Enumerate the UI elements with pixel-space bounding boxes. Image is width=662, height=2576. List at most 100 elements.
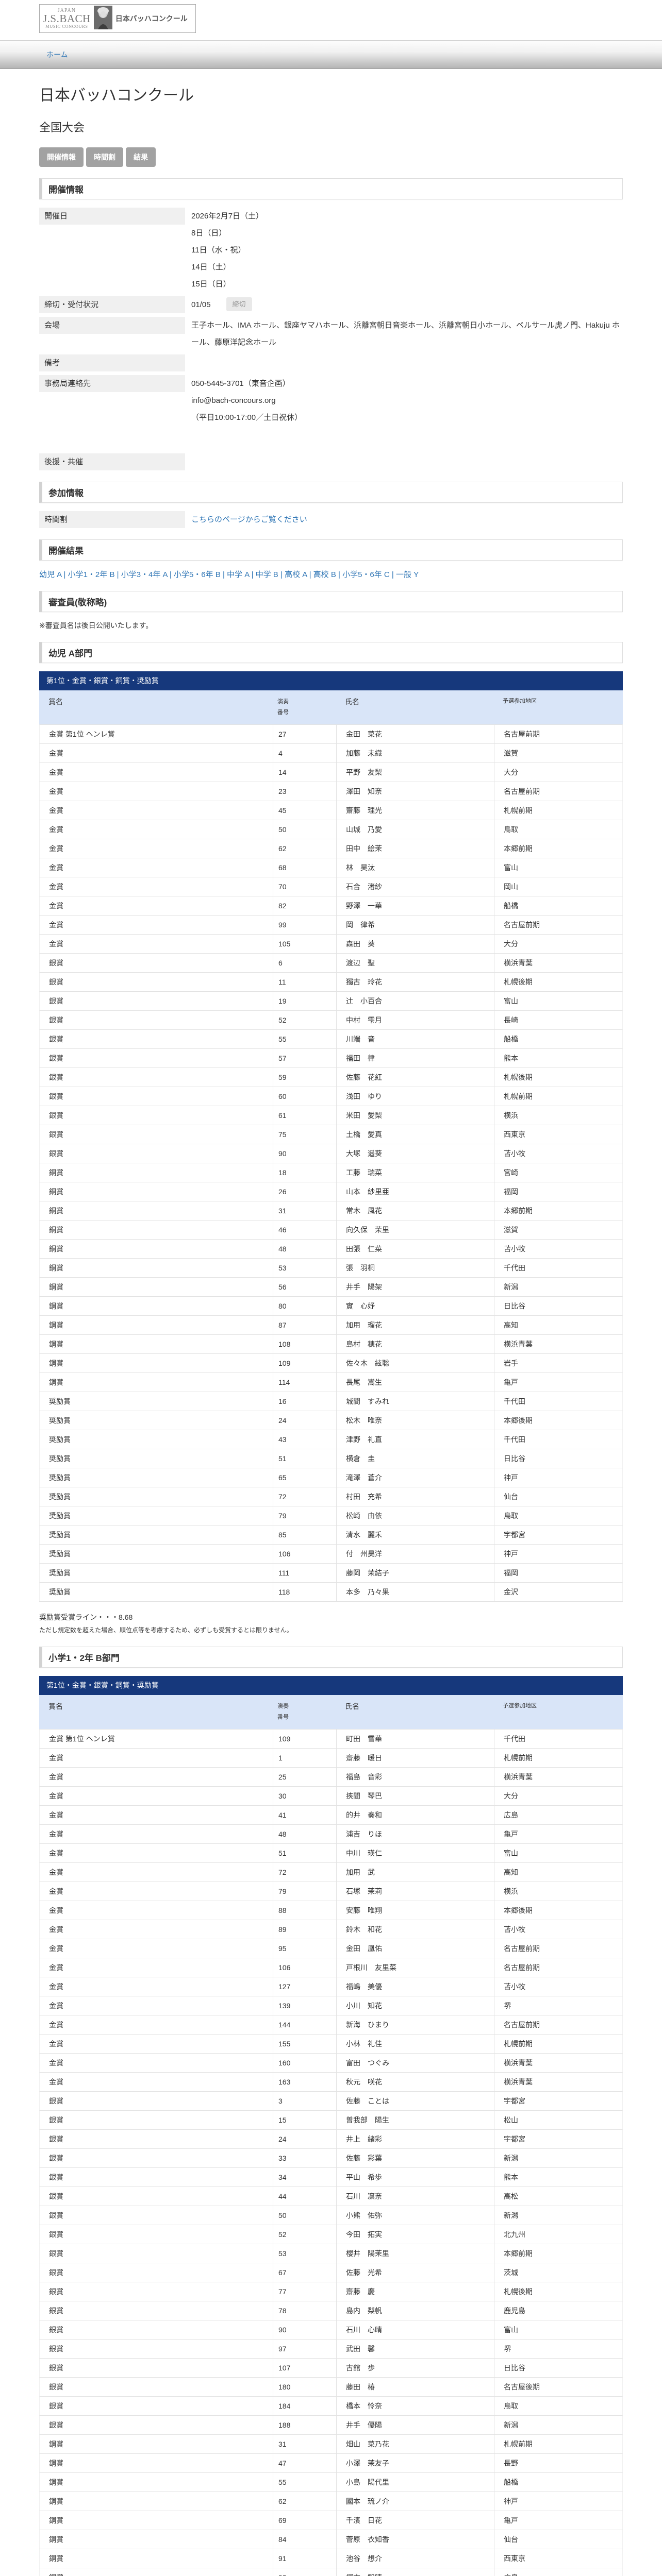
award-cell: 銀賞 (49, 1092, 63, 1100)
result-row: 金賞 25 福島 音彩 横浜青葉 (39, 1767, 623, 1786)
result-row: 銅賞 31 畑山 菜乃花 札幌前期 (39, 2434, 623, 2453)
award-cell: 銅賞 (49, 1263, 63, 1272)
district-cell: 富山 (494, 991, 622, 1010)
result-row: 奨励賞 43 津野 礼直 千代田 (39, 1429, 623, 1449)
info-row-label: 会場 (39, 317, 185, 334)
result-row: 奨励賞 79 松崎 由依 鳥取 (39, 1505, 623, 1525)
number-cell: 3 (273, 2091, 336, 2110)
toolbar-button[interactable]: 時間割 (86, 147, 123, 167)
results-links: 幼児 A | 小学1・2年 B | 小学3・4年 A | 小学5・6年 B | … (39, 570, 419, 579)
col-number-header-text: 演奏番号 (277, 1703, 289, 1720)
award-cell: 銅賞 (49, 1359, 63, 1367)
number-cell: 4 (273, 743, 336, 762)
award-cell: 銅賞 (49, 1340, 63, 1348)
result-row: 銅賞 55 小島 陽代里 船橋 (39, 2472, 623, 2492)
col-award-header: 賞名 (48, 698, 63, 706)
toolbar-button[interactable]: 結果 (126, 147, 156, 167)
result-row: 金賞 48 浦吉 りほ 亀戸 (39, 1824, 623, 1843)
result-category-link[interactable]: 中学 A (227, 570, 250, 579)
award-cell: 金賞 (49, 768, 63, 776)
number-cell: 41 (273, 1805, 336, 1824)
col-number-header: 演奏番号 (272, 690, 336, 724)
number-cell: 14 (273, 762, 336, 782)
info-row-label: 備考 (39, 354, 185, 371)
number-cell: 107 (273, 2358, 336, 2377)
district-cell: 苫小牧 (494, 1920, 622, 1939)
number-cell: 43 (273, 1430, 336, 1449)
number-cell: 85 (273, 1525, 336, 1544)
name-cell: 新海 ひまり (336, 2015, 494, 2034)
number-cell: 155 (273, 2034, 336, 2053)
district-cell: 鹿児島 (494, 2301, 622, 2320)
result-category-link[interactable]: 小学3・4年 A (121, 570, 168, 579)
award-cell: 金賞 (49, 863, 63, 872)
result-category-link[interactable]: 一般 Y (396, 570, 419, 579)
district-cell: 岩手 (494, 1353, 622, 1372)
district-cell: 亀戸 (494, 1824, 622, 1843)
result-row: 金賞 30 挾間 琴巴 大分 (39, 1786, 623, 1805)
section-heading-participation: 参加情報 (39, 482, 623, 503)
result-category-link[interactable]: 小学5・6年 B (173, 570, 221, 579)
district-cell: 船橋 (494, 896, 622, 915)
district-cell: 松山 (494, 2110, 622, 2129)
result-row: 金賞 第1位 ヘンレ賞 109 町田 雪華 千代田 (39, 1728, 623, 1748)
district-cell: 西東京 (494, 2549, 622, 2568)
number-cell: 67 (273, 2263, 336, 2282)
result-category-link[interactable]: 高校 B (313, 570, 336, 579)
number-cell: 62 (273, 839, 336, 858)
district-cell: 新潟 (494, 2148, 622, 2167)
district-cell: 広島 (494, 2568, 622, 2576)
timetable-link[interactable]: こちらのページからご覧ください (191, 515, 307, 524)
award-cell: 金賞 (49, 1772, 63, 1781)
number-cell: 105 (273, 934, 336, 953)
name-cell: 平山 希歩 (336, 2167, 494, 2187)
timetable-label: 時間割 (39, 511, 185, 528)
number-cell: 53 (273, 1258, 336, 1277)
result-category-link[interactable]: 小学1・2年 B (68, 570, 115, 579)
district-cell: 広島 (494, 1805, 622, 1824)
number-cell: 19 (273, 991, 336, 1010)
result-category-link[interactable]: 中学 B (255, 570, 278, 579)
result-row: 銀賞 107 古舘 歩日比谷 (39, 2358, 623, 2377)
result-row: 金賞 4 加藤 未織 滋賀 (39, 743, 623, 762)
name-cell: 中村 雫月 (336, 1010, 494, 1029)
district-cell: 本郷前期 (494, 839, 622, 858)
number-cell: 55 (273, 1029, 336, 1048)
district-cell: 横浜青葉 (494, 1767, 622, 1786)
district-cell: 札幌前期 (494, 1748, 622, 1767)
number-cell: 97 (273, 2339, 336, 2358)
name-cell: 安藤 唯翔 (336, 1901, 494, 1920)
result-row: 金賞 163 秋元 咲花 横浜青葉 (39, 2072, 623, 2091)
district-cell: 長崎 (494, 1010, 622, 1029)
name-cell: 福嶋 美優 (336, 1977, 494, 1996)
award-cell: 奨励賞 (49, 1473, 71, 1482)
number-cell: 11 (273, 972, 336, 991)
info-row-value: 王子ホール、IMA ホール、銀座ヤマハホール、浜離宮朝日音楽ホール、浜離宮朝日小… (185, 317, 623, 351)
section-heading-event-info: 開催情報 (39, 178, 623, 199)
number-cell: 78 (273, 2301, 336, 2320)
award-cell: 銀賞 (49, 2401, 63, 2410)
result-row: 銅賞 53 張 羽桐 千代田 (39, 1258, 623, 1277)
result-row: 銀賞 55 川端 音船橋 (39, 1029, 623, 1048)
toolbar-button[interactable]: 開催情報 (39, 147, 84, 167)
result-category-link[interactable]: 高校 A (285, 570, 307, 579)
result-row: 銀賞 34 平山 希歩 熊本 (39, 2167, 623, 2187)
award-cell: 金賞 (49, 1906, 63, 1914)
result-category-link[interactable]: 幼児 A (39, 570, 62, 579)
nav-home-link[interactable]: ホーム (46, 50, 68, 59)
result-row: 銀賞 75 土橋 愛真 西東京 (39, 1124, 623, 1144)
result-row: 奨励賞 72 村田 充希 仙台 (39, 1486, 623, 1506)
number-cell: 30 (273, 1786, 336, 1805)
result-category-link[interactable]: 小学5・6年 C (342, 570, 390, 579)
rank-header-bar: 第1位・金賞・銀賞・銅賞・奨励賞 (39, 1675, 623, 1695)
name-cell: 平野 友梨 (336, 762, 494, 782)
award-cell: 銀賞 (49, 1111, 63, 1120)
number-cell: 99 (273, 915, 336, 934)
table-header-row: 賞名 演奏番号 氏名 予選参加地区 (39, 1694, 623, 1729)
toolbar: 開催情報 時間割 結果 (39, 147, 662, 167)
result-row: 銀賞 44 石川 凜奈 高松 (39, 2186, 623, 2206)
result-row: 金賞 14 平野 友梨 大分 (39, 762, 623, 782)
results-table: 第1位・金賞・銀賞・銅賞・奨励賞 賞名 演奏番号 氏名 予選参加地区 金賞 第1位 ヘンレ… (39, 1675, 623, 2576)
info-value-line: 11日（水・祝） (191, 246, 246, 255)
col-district-header: 予選参加地区 (503, 698, 537, 704)
